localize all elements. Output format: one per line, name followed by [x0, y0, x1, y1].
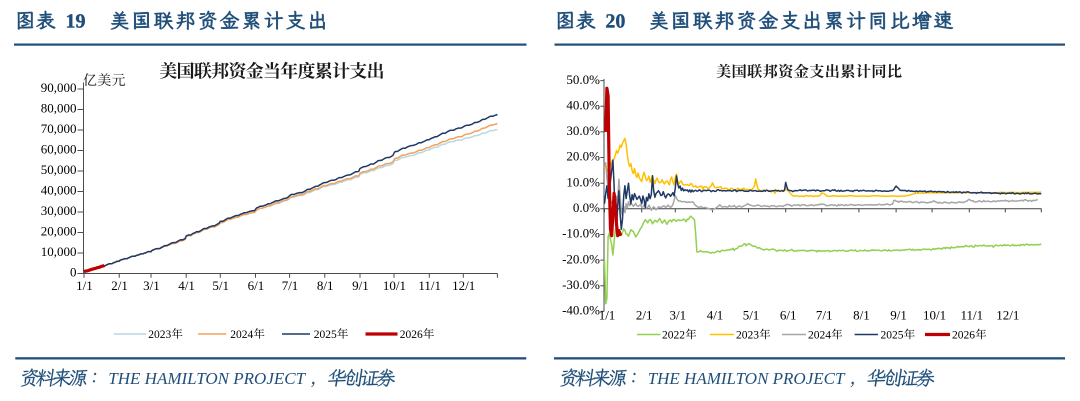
svg-text:2024: 2024: [808, 329, 831, 341]
svg-text:50,000: 50,000: [41, 162, 77, 177]
svg-text:6/1: 6/1: [248, 278, 265, 293]
svg-text:9/1: 9/1: [352, 278, 369, 293]
svg-text:90,000: 90,000: [41, 80, 77, 95]
svg-text:-30.0%: -30.0%: [562, 277, 600, 292]
svg-text:7/1: 7/1: [816, 307, 833, 322]
svg-text:8/1: 8/1: [317, 278, 334, 293]
svg-text:80,000: 80,000: [41, 101, 77, 116]
svg-text:2/1: 2/1: [636, 307, 653, 322]
svg-text:11/1: 11/1: [418, 278, 441, 293]
svg-text:10.0%: 10.0%: [566, 174, 600, 189]
svg-text:3/1: 3/1: [143, 278, 160, 293]
svg-text:4/1: 4/1: [178, 278, 195, 293]
svg-text:5/1: 5/1: [212, 278, 229, 293]
svg-text:2024: 2024: [230, 329, 253, 341]
svg-text:12/1: 12/1: [452, 278, 475, 293]
svg-text:40.0%: 40.0%: [566, 97, 600, 112]
svg-text:-40.0%: -40.0%: [562, 303, 600, 318]
svg-text:50.0%: 50.0%: [566, 72, 600, 87]
svg-text:40,000: 40,000: [41, 183, 77, 198]
svg-text:4/1: 4/1: [707, 307, 724, 322]
svg-text:0: 0: [70, 265, 77, 280]
svg-text:60,000: 60,000: [41, 142, 77, 157]
svg-text:30,000: 30,000: [41, 203, 77, 218]
svg-text:-10.0%: -10.0%: [562, 226, 600, 241]
svg-text:2025: 2025: [881, 329, 904, 341]
svg-text:20.0%: 20.0%: [566, 149, 600, 164]
svg-text:2026: 2026: [400, 329, 423, 341]
svg-text:2023: 2023: [736, 329, 759, 341]
svg-text:2025: 2025: [314, 329, 337, 341]
svg-text:20,000: 20,000: [41, 224, 77, 239]
svg-text:30.0%: 30.0%: [566, 123, 600, 138]
svg-text:-20.0%: -20.0%: [562, 251, 600, 266]
svg-text:2/1: 2/1: [111, 278, 128, 293]
svg-text:1/1: 1/1: [76, 278, 93, 293]
svg-text:THE HAMILTON PROJECT: THE HAMILTON PROJECT: [108, 369, 306, 388]
svg-text:9/1: 9/1: [890, 307, 907, 322]
svg-text:11/1: 11/1: [960, 307, 983, 322]
svg-text:10,000: 10,000: [41, 244, 77, 259]
svg-text:3/1: 3/1: [669, 307, 686, 322]
svg-text:THE HAMILTON PROJECT: THE HAMILTON PROJECT: [648, 369, 846, 388]
svg-text:5/1: 5/1: [743, 307, 760, 322]
svg-text:10/1: 10/1: [383, 278, 406, 293]
svg-text:8/1: 8/1: [853, 307, 870, 322]
svg-text:70,000: 70,000: [41, 121, 77, 136]
svg-text:7/1: 7/1: [282, 278, 299, 293]
svg-text:2023: 2023: [148, 329, 171, 341]
svg-text:2022: 2022: [662, 329, 685, 341]
svg-text:0.0%: 0.0%: [573, 200, 600, 215]
svg-text:2026: 2026: [952, 329, 975, 341]
svg-text:10/1: 10/1: [923, 307, 946, 322]
svg-text:12/1: 12/1: [996, 307, 1019, 322]
svg-text:6/1: 6/1: [780, 307, 797, 322]
svg-text:1/1: 1/1: [599, 307, 616, 322]
